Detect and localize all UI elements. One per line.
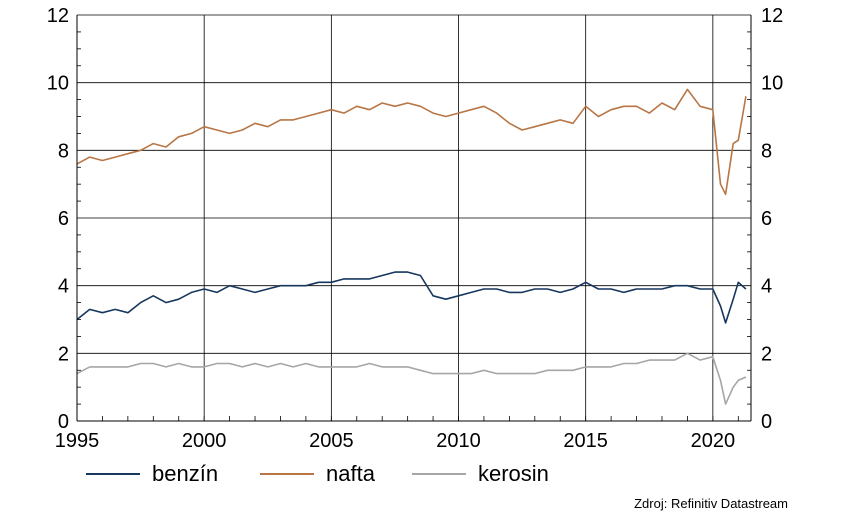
x-tick-label: 1995	[55, 430, 100, 452]
line-chart: 0 0 2 2 4 4 6 6 8 8 10 10 12 12 1995 2000 2005 2010 2015 20…	[47, 5, 784, 452]
legend: benzín nafta kerosin	[0, 456, 848, 492]
series-lines	[76, 88, 747, 405]
legend-swatch-kerosin	[412, 473, 466, 475]
y-tick-label-right: 2	[761, 343, 772, 365]
legend-swatch-benzin	[86, 473, 140, 475]
y-tick-label-left: 8	[58, 140, 69, 162]
legend-label: benzín	[152, 461, 219, 486]
y-tick-label-right: 0	[761, 411, 772, 433]
legend-label: kerosin	[478, 461, 549, 486]
series-line-nafta	[76, 88, 747, 196]
x-tick-label: 2015	[563, 430, 608, 452]
x-tick-label: 2000	[182, 430, 227, 452]
y-tick-label-right: 12	[761, 5, 783, 27]
axis-ticks: 0 0 2 2 4 4 6 6 8 8 10 10 12 12 1995 2000 2005 2010 2015 20…	[47, 5, 784, 452]
y-tick-label-left: 12	[47, 5, 69, 27]
source-note: Zdroj: Refinitiv Datastream	[634, 496, 788, 511]
y-tick-label-right: 8	[761, 140, 772, 162]
y-tick-label-left: 6	[58, 208, 69, 230]
series-line-benzín	[76, 271, 747, 324]
legend-label: nafta	[326, 461, 375, 486]
series-line-kerosin	[76, 352, 747, 405]
y-tick-label-right: 4	[761, 276, 772, 298]
grid-lines	[76, 14, 751, 422]
x-tick-label: 2005	[309, 430, 354, 452]
legend-swatch-nafta	[260, 473, 314, 475]
y-tick-label-left: 0	[58, 411, 69, 433]
y-tick-label-right: 6	[761, 208, 772, 230]
legend-item-kerosin: kerosin	[412, 456, 549, 492]
y-tick-label-left: 4	[58, 276, 69, 298]
y-tick-label-left: 10	[47, 73, 69, 95]
y-tick-label-right: 10	[761, 73, 783, 95]
x-tick-label: 2020	[691, 430, 736, 452]
plot-frame	[76, 15, 752, 422]
legend-item-nafta: nafta	[260, 456, 375, 492]
y-tick-label-left: 2	[58, 343, 69, 365]
legend-item-benzin: benzín	[86, 456, 218, 492]
x-tick-label: 2010	[436, 430, 481, 452]
